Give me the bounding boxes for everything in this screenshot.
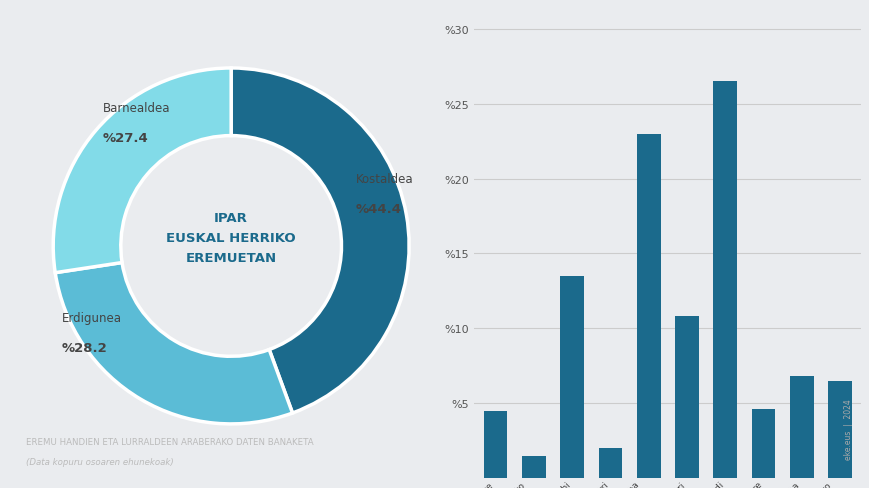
Text: EREMU HANDIEN ETA LURRALDEEN ARABERAKO DATEN BANAKETA: EREMU HANDIEN ETA LURRALDEEN ARABERAKO D… — [26, 438, 314, 447]
Bar — [483, 411, 507, 478]
Bar — [560, 276, 583, 478]
Bar — [789, 377, 813, 478]
Text: %44.4: %44.4 — [355, 203, 401, 216]
Text: Erdigunea: Erdigunea — [62, 311, 122, 324]
Text: Barnealdea: Barnealdea — [103, 102, 170, 114]
Text: eke.eus  |  2024: eke.eus | 2024 — [843, 398, 852, 459]
Text: %28.2: %28.2 — [62, 341, 108, 354]
Text: (Data kopuru osoaren ehunekoak): (Data kopuru osoaren ehunekoak) — [26, 457, 174, 466]
Bar — [636, 134, 660, 478]
Wedge shape — [55, 263, 292, 424]
Wedge shape — [53, 69, 231, 273]
Bar — [827, 381, 851, 478]
Bar — [598, 448, 621, 478]
Bar — [751, 409, 774, 478]
Text: %27.4: %27.4 — [103, 132, 149, 144]
Bar — [713, 82, 736, 478]
Wedge shape — [231, 69, 408, 413]
Bar — [521, 456, 545, 478]
Bar — [674, 317, 698, 478]
Text: Kostaldea: Kostaldea — [355, 172, 413, 185]
Text: IPAR
EUSKAL HERRIKO
EREMUETAN: IPAR EUSKAL HERRIKO EREMUETAN — [166, 211, 295, 264]
